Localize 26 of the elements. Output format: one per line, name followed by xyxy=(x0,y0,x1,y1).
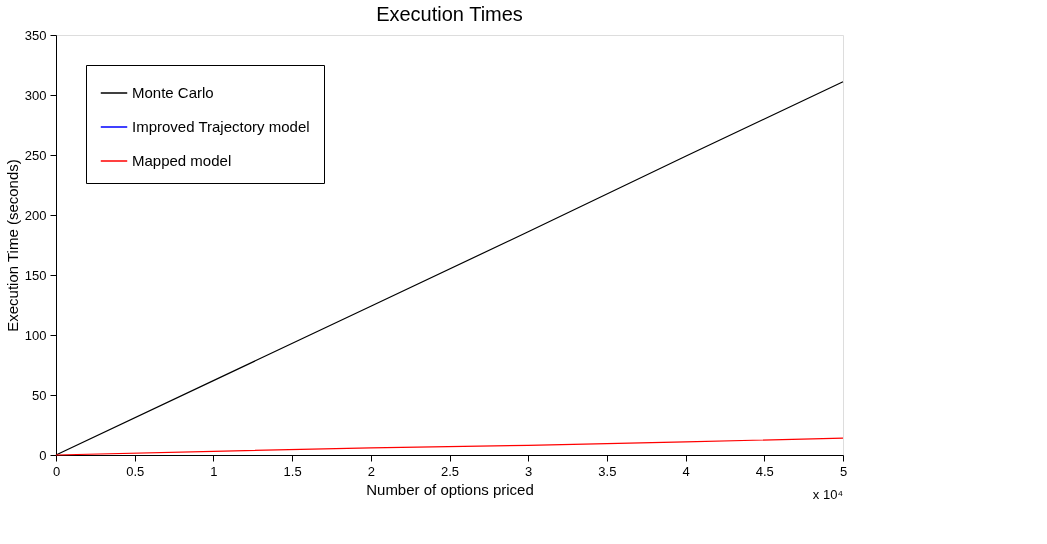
y-tick-label: 300 xyxy=(24,87,47,103)
x-tick-label: 2 xyxy=(367,463,375,479)
x-tick-label: 0 xyxy=(52,463,61,479)
x-axis-title: Number of options priced xyxy=(366,480,534,498)
x-tick-label: 4.5 xyxy=(755,463,774,479)
chart-title: Execution Times xyxy=(376,3,523,25)
x-tick-label: 2.5 xyxy=(440,463,460,479)
y-tick-label: 250 xyxy=(24,147,47,163)
legend-label: Mapped model xyxy=(132,152,232,169)
y-tick-label: 100 xyxy=(24,327,47,343)
x-tick-label: 3.5 xyxy=(598,463,617,479)
y-tick-label: 350 xyxy=(24,27,47,43)
y-axis-title: Execution Time (seconds) xyxy=(3,159,21,332)
y-tick-label: 50 xyxy=(32,387,47,403)
y-tick-label: 0 xyxy=(39,447,47,463)
y-tick-label: 200 xyxy=(24,207,47,223)
x-tick-label: 0.5 xyxy=(126,463,145,479)
x-tick-label: 4 xyxy=(682,463,690,479)
legend-label: Monte Carlo xyxy=(132,84,214,101)
x-tick-label: 1.5 xyxy=(283,463,302,479)
x-tick-label: 1 xyxy=(210,463,218,479)
legend-label: Improved Trajectory model xyxy=(132,118,310,135)
text: x 10⁴ xyxy=(812,487,843,502)
y-tick-label: 150 xyxy=(24,267,47,283)
x-tick-label: 5 xyxy=(839,463,848,479)
x-tick-label: 3 xyxy=(525,463,533,479)
